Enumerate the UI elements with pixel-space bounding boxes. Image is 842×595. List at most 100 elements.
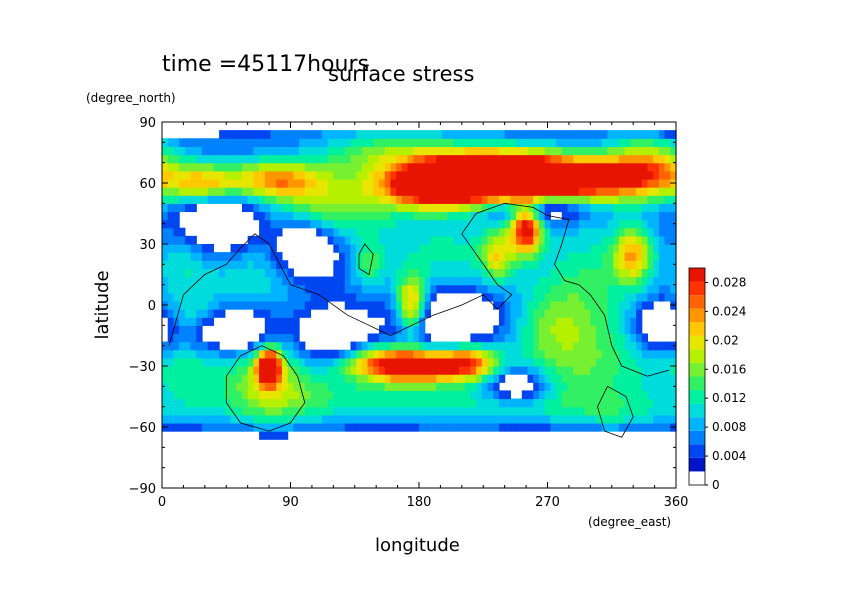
heatmap-cell [510,260,517,269]
heatmap-cell [213,146,220,156]
heatmap-cell [510,341,517,351]
heatmap-cell [373,154,380,164]
heatmap-cell [162,244,169,253]
heatmap-cell [333,382,340,391]
heatmap-cell [590,211,597,221]
heatmap-cell [441,398,449,408]
heatmap-cell [561,187,569,196]
heatmap-cell [453,211,460,221]
heatmap-cell [179,422,186,432]
heatmap-cell [173,349,180,359]
heatmap-cell [578,203,586,213]
heatmap-cell [379,366,386,375]
heatmap-cell [430,227,437,237]
heatmap-cell [618,146,626,156]
heatmap-cell [236,374,243,383]
heatmap-cell [390,357,397,367]
heatmap-cell [344,146,352,156]
heatmap-cell [173,382,180,391]
heatmap-cell [521,227,529,237]
heatmap-cell [327,406,334,416]
heatmap-cell [350,382,357,391]
heatmap-cell [464,138,471,147]
heatmap-cell [561,422,569,432]
heatmap-cell [516,349,523,359]
heatmap-cell [396,227,403,237]
heatmap-cell [190,317,197,326]
heatmap-cell [390,406,397,416]
heatmap-cell [578,390,586,400]
heatmap-cell [578,349,586,359]
heatmap-cell [596,292,603,302]
heatmap-cell [190,292,197,302]
heatmap-cell [670,252,677,261]
heatmap-cell [578,178,586,188]
heatmap-cell [264,138,272,147]
heatmap-cell [407,195,414,204]
heatmap-cell [304,211,312,221]
heatmap-cell [247,146,254,156]
heatmap-cell [556,333,563,343]
heatmap-cell [310,357,317,367]
heatmap-cell [230,170,237,180]
heatmap-cell [601,317,609,326]
heatmap-cell [259,219,266,229]
heatmap-cell [481,382,489,391]
heatmap-cell [618,341,626,351]
heatmap-cell [544,341,551,351]
heatmap-cell [436,366,443,375]
heatmap-cell [253,374,260,383]
heatmap-cell [367,349,374,359]
heatmap-cell [510,406,517,416]
heatmap-cell [510,422,517,432]
heatmap-cell [213,357,220,367]
heatmap-cell [162,162,169,172]
heatmap-cell [647,382,654,391]
heatmap-cell [270,244,277,253]
heatmap-cell [538,382,546,391]
heatmap-cell [556,227,563,237]
heatmap-cell [167,260,175,269]
heatmap-cell [430,366,437,375]
heatmap-cell [424,374,432,383]
heatmap-cell [230,284,237,294]
heatmap-cell [670,170,677,180]
heatmap-cell [493,300,500,310]
heatmap-cell [373,268,380,278]
heatmap-cell [390,292,397,302]
heatmap-cell [493,227,500,237]
heatmap-cell [544,374,551,383]
heatmap-cell [516,130,523,139]
heatmap-cell [533,227,540,237]
heatmap-cell [333,422,340,432]
heatmap-cell [310,390,317,400]
heatmap-cell [190,203,197,213]
heatmap-cell [470,227,477,237]
heatmap-cell [590,292,597,302]
heatmap-cell [241,203,249,213]
heatmap-cell [624,333,631,343]
heatmap-cell [333,146,340,156]
heatmap-cell [167,390,175,400]
heatmap-cell [407,325,414,335]
heatmap-cell [419,317,426,326]
heatmap-cell [287,349,294,359]
heatmap-cell [636,187,643,196]
heatmap-cell [179,187,186,196]
heatmap-cell [321,382,329,391]
heatmap-cell [276,219,283,229]
heatmap-cell [396,341,403,351]
heatmap-cell [658,414,666,424]
heatmap-cell [173,366,180,375]
heatmap-cell [584,309,591,318]
heatmap-cell [424,170,432,180]
heatmap-cell [658,357,666,367]
heatmap-cell [190,390,197,400]
heatmap-cell [516,219,523,229]
heatmap-cell [516,162,523,172]
heatmap-cell [521,349,529,359]
heatmap-cell [190,195,197,204]
heatmap-cell [533,219,540,229]
heatmap-cell [367,276,374,286]
heatmap-cell [293,284,300,294]
